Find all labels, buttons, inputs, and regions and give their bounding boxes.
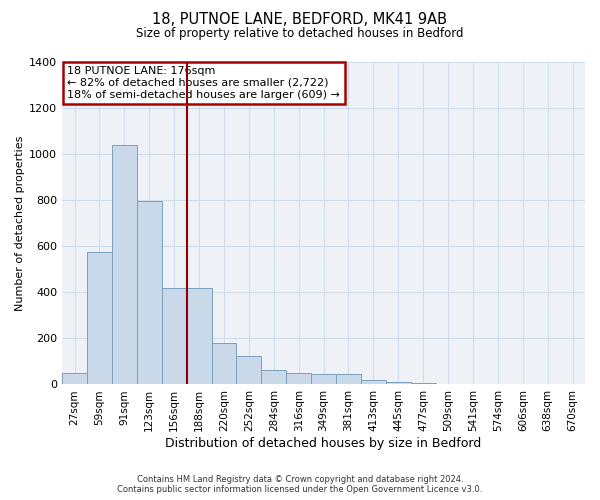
- Text: Contains HM Land Registry data © Crown copyright and database right 2024.
Contai: Contains HM Land Registry data © Crown c…: [118, 474, 482, 494]
- Bar: [286, 373, 311, 384]
- Bar: [336, 374, 361, 384]
- Text: 18, PUTNOE LANE, BEDFORD, MK41 9AB: 18, PUTNOE LANE, BEDFORD, MK41 9AB: [152, 12, 448, 28]
- Bar: [187, 288, 212, 384]
- Text: 18 PUTNOE LANE: 176sqm
← 82% of detached houses are smaller (2,722)
18% of semi-: 18 PUTNOE LANE: 176sqm ← 82% of detached…: [67, 66, 340, 100]
- Bar: [62, 373, 87, 384]
- Bar: [386, 382, 411, 384]
- Bar: [236, 356, 262, 384]
- Bar: [311, 374, 336, 384]
- Text: Size of property relative to detached houses in Bedford: Size of property relative to detached ho…: [136, 28, 464, 40]
- Bar: [137, 201, 162, 384]
- Y-axis label: Number of detached properties: Number of detached properties: [15, 136, 25, 310]
- Bar: [112, 144, 137, 384]
- Bar: [162, 288, 187, 384]
- Bar: [361, 380, 386, 384]
- Bar: [87, 252, 112, 384]
- Bar: [212, 343, 236, 384]
- X-axis label: Distribution of detached houses by size in Bedford: Distribution of detached houses by size …: [166, 437, 482, 450]
- Bar: [262, 370, 286, 384]
